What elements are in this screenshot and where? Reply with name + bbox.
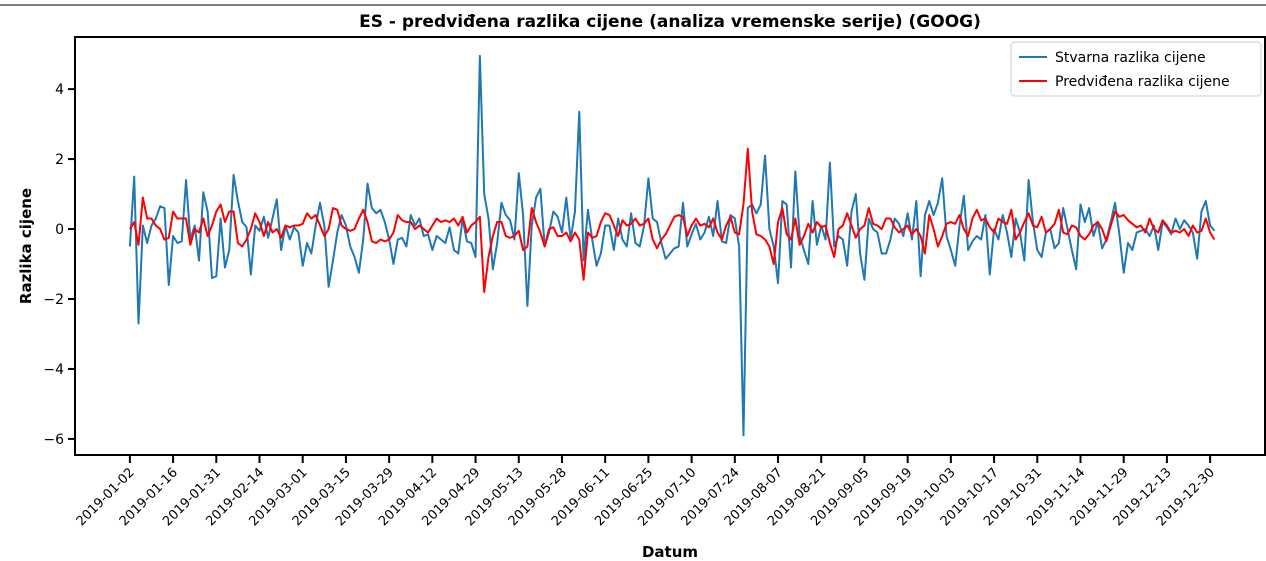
- legend-label: Predviđena razlika cijene: [1055, 74, 1230, 90]
- axes-frame: [74, 36, 1266, 456]
- legend-box: [1010, 41, 1262, 97]
- y-tick-label: −4: [43, 362, 64, 378]
- chart-title: ES - predviđena razlika cijene (analiza …: [359, 12, 981, 32]
- y-tick-label: 0: [55, 222, 64, 238]
- y-tick-label: −2: [43, 292, 64, 308]
- x-axis-label: Datum: [642, 543, 698, 561]
- y-tick-label: 2: [55, 152, 64, 168]
- series-line: [128, 54, 1216, 437]
- legend-label: Stvarna razlika cijene: [1055, 50, 1206, 66]
- y-tick-label: −6: [43, 432, 64, 448]
- y-tick-label: 4: [55, 82, 64, 98]
- y-axis-label: Razlika cijene: [17, 188, 35, 304]
- series-line: [129, 147, 1216, 293]
